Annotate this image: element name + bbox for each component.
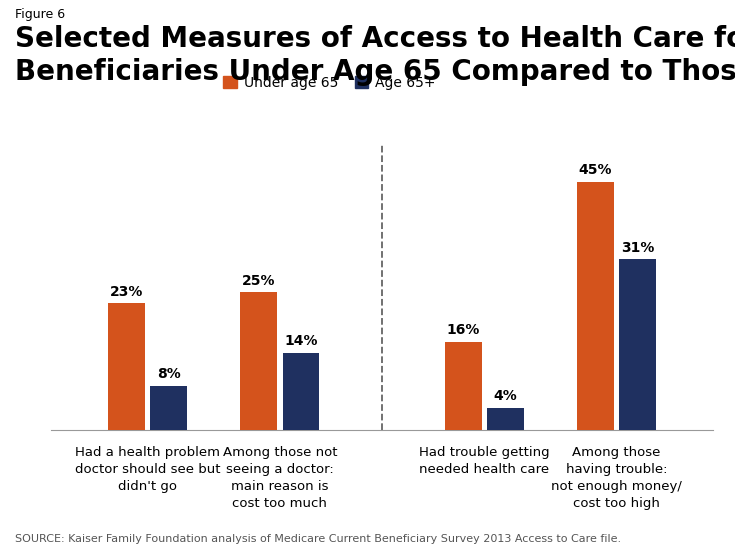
Text: Beneficiaries Under Age 65 Compared to Those Age 65 or Older: Beneficiaries Under Age 65 Compared to T… bbox=[15, 58, 735, 86]
Bar bbox=[240, 292, 277, 430]
Text: Figure 6: Figure 6 bbox=[15, 8, 65, 21]
Text: 4%: 4% bbox=[494, 390, 517, 403]
Legend: Under age 65, Age 65+: Under age 65, Age 65+ bbox=[217, 70, 442, 95]
Text: 14%: 14% bbox=[284, 334, 318, 348]
Bar bbox=[487, 408, 524, 430]
Text: 23%: 23% bbox=[110, 285, 143, 299]
Text: 8%: 8% bbox=[157, 368, 181, 381]
Text: SOURCE: Kaiser Family Foundation analysis of Medicare Current Beneficiary Survey: SOURCE: Kaiser Family Foundation analysi… bbox=[15, 534, 621, 544]
Text: Selected Measures of Access to Health Care for Medicare: Selected Measures of Access to Health Ca… bbox=[15, 25, 735, 53]
Text: 25%: 25% bbox=[242, 274, 276, 288]
Text: 45%: 45% bbox=[578, 164, 612, 177]
Bar bbox=[151, 386, 187, 430]
Bar bbox=[282, 353, 320, 430]
Text: 31%: 31% bbox=[621, 241, 654, 255]
Text: 16%: 16% bbox=[447, 323, 480, 337]
Bar bbox=[445, 342, 482, 430]
Bar bbox=[619, 259, 656, 430]
Bar bbox=[108, 303, 146, 430]
Bar bbox=[577, 182, 614, 430]
